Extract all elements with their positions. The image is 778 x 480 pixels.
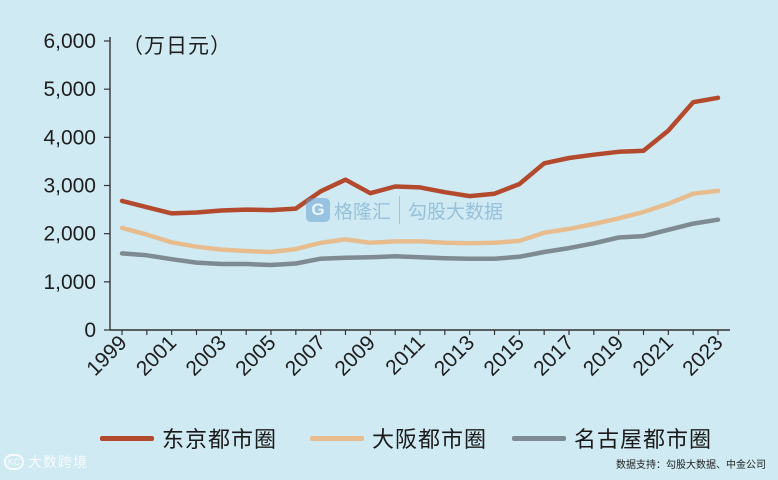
legend-swatch-nagoya — [512, 435, 566, 441]
y-tick-label: 2,000 — [43, 223, 96, 246]
watermark: G 格隆汇 勾股大数据 — [306, 192, 546, 228]
series-line-2 — [119, 217, 721, 268]
x-tick-label: 2009 — [331, 331, 380, 380]
watermark-divider — [399, 196, 401, 224]
x-tick-label: 2007 — [281, 331, 330, 380]
y-tick-label: 4,000 — [43, 126, 96, 149]
x-tick-label: 2015 — [480, 331, 529, 380]
y-tick-label: 3,000 — [43, 175, 96, 198]
y-tick-label: 6,000 — [43, 30, 96, 53]
legend-swatch-tokyo — [100, 435, 154, 441]
y-tick-label: 0 — [84, 319, 96, 342]
brand-logo-icon: KC — [4, 454, 24, 470]
brand: KC 大数跨境 — [4, 452, 88, 472]
unit-label: （万日元） — [122, 35, 232, 58]
series-line-0 — [119, 95, 721, 216]
watermark-text-a: 格隆汇 — [334, 201, 392, 223]
legend: 东京都市圈 大阪都市圈 名古屋都市圈 — [100, 421, 760, 455]
y-tick-label: 1,000 — [43, 271, 96, 294]
legend-swatch-osaka — [310, 435, 364, 441]
legend-label-nagoya: 名古屋都市圈 — [574, 427, 713, 452]
legend-item-nagoya: 名古屋都市圈 — [512, 421, 712, 455]
x-tick-label: 2013 — [430, 331, 479, 380]
x-tick-label: 2023 — [678, 331, 727, 380]
x-tick-label: 2001 — [132, 331, 181, 380]
y-tick-label: 5,000 — [43, 78, 96, 101]
x-tick-label: 2003 — [182, 331, 231, 380]
x-tick-label: 2021 — [629, 331, 678, 380]
watermark-text-b: 勾股大数据 — [408, 201, 504, 223]
legend-label-osaka: 大阪都市圈 — [372, 427, 488, 452]
watermark-logo-icon: G — [306, 198, 330, 222]
source-note: 数据支持：勾股大数据、中金公司 — [616, 460, 766, 471]
x-tick-label: 2017 — [529, 331, 578, 380]
legend-item-tokyo: 东京都市圈 — [100, 421, 277, 455]
series-line-1 — [119, 188, 721, 255]
x-tick-label: 2005 — [231, 331, 280, 380]
x-tick-label: 2019 — [579, 331, 628, 380]
legend-item-osaka: 大阪都市圈 — [310, 421, 487, 455]
brand-text: 大数跨境 — [28, 454, 88, 470]
legend-label-tokyo: 东京都市圈 — [162, 427, 278, 452]
x-tick-label: 2011 — [381, 331, 429, 379]
